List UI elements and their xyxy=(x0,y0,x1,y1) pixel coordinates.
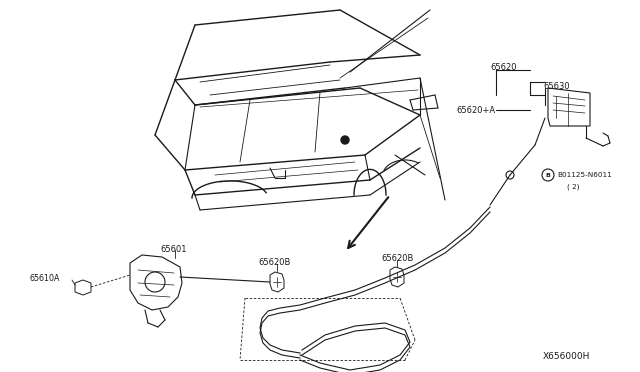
Text: B: B xyxy=(545,173,550,177)
Circle shape xyxy=(341,136,349,144)
Text: 65630: 65630 xyxy=(543,82,570,91)
Text: ( 2): ( 2) xyxy=(567,183,579,189)
Text: 65610A: 65610A xyxy=(30,274,60,283)
Text: 65620B: 65620B xyxy=(381,254,413,263)
Text: 65620: 65620 xyxy=(490,63,516,72)
Text: 65620+A: 65620+A xyxy=(456,106,495,115)
Text: B01125-N6011: B01125-N6011 xyxy=(557,172,612,178)
Text: 65601: 65601 xyxy=(160,245,186,254)
Text: X656000H: X656000H xyxy=(543,352,590,360)
Text: 65620B: 65620B xyxy=(258,258,291,267)
Circle shape xyxy=(542,169,554,181)
